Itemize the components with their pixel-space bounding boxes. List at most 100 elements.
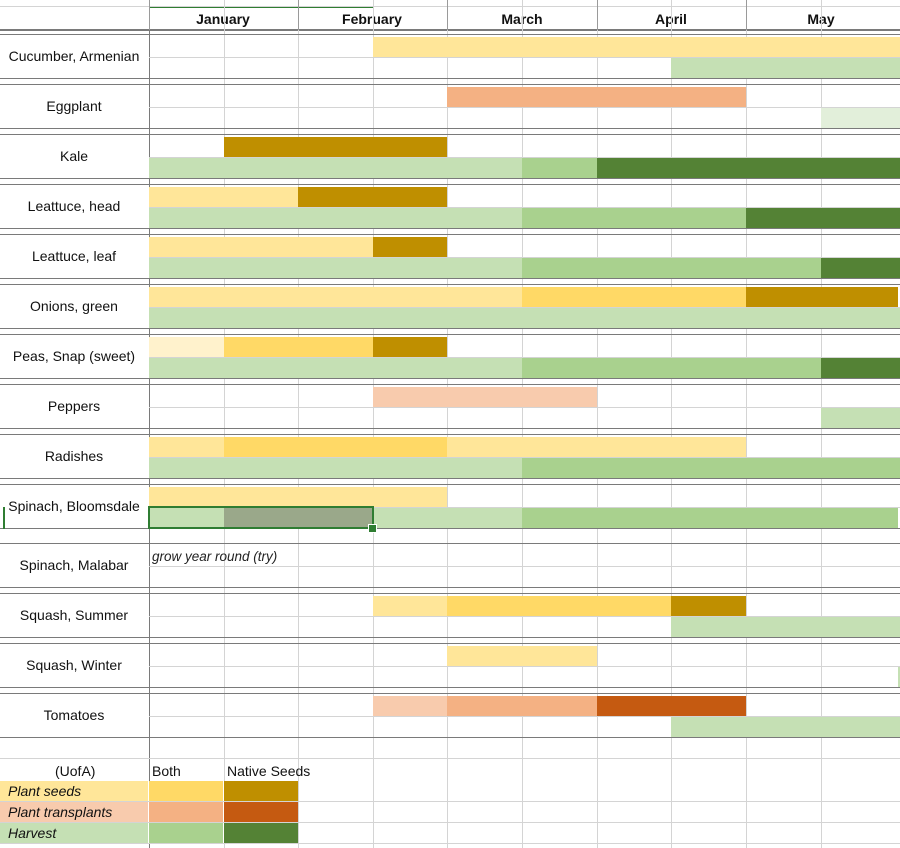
- schedule-bar-selected-fill[interactable]: [224, 508, 373, 528]
- schedule-bar-harv-both[interactable]: [522, 158, 597, 178]
- schedule-bar-harv-both[interactable]: [522, 508, 899, 528]
- legend-item-label: Plant seeds: [8, 783, 82, 799]
- schedule-bar-harv-uofa[interactable]: [671, 717, 900, 737]
- row-separator: [0, 184, 900, 185]
- crop-label[interactable]: Tomatoes: [43, 707, 105, 723]
- schedule-bar-seed-uofa[interactable]: [447, 437, 746, 457]
- schedule-bar-harv-uofa[interactable]: [149, 208, 522, 228]
- crop-label[interactable]: Cucumber, Armenian: [8, 48, 140, 64]
- row-separator: [0, 378, 900, 379]
- schedule-bar-seed-native[interactable]: [373, 237, 447, 257]
- cell-selection[interactable]: [148, 506, 374, 529]
- crop-label[interactable]: Onions, green: [30, 298, 118, 314]
- grid-line: [149, 157, 900, 158]
- schedule-bar-seed-native[interactable]: [298, 187, 447, 207]
- row-separator: [0, 687, 900, 688]
- schedule-bar-harv-uofa[interactable]: [149, 258, 522, 278]
- crop-label[interactable]: Kale: [59, 148, 89, 164]
- schedule-bar-seed-uofa[interactable]: [149, 237, 373, 257]
- schedule-bar-harv-uofa[interactable]: [821, 408, 900, 428]
- grid-line: [0, 801, 900, 802]
- row-separator: [0, 134, 900, 135]
- schedule-bar-seed-both[interactable]: [522, 287, 746, 307]
- schedule-bar-seed-native[interactable]: [746, 287, 899, 307]
- schedule-bar-seed-native[interactable]: [224, 137, 447, 157]
- crop-label[interactable]: Leattuce, leaf: [31, 248, 117, 264]
- row-separator: [0, 34, 900, 35]
- grid-line: [149, 207, 900, 208]
- schedule-bar-trans-both[interactable]: [447, 696, 597, 716]
- legend-item-label: Harvest: [8, 825, 57, 841]
- schedule-bar-harv-both[interactable]: [522, 458, 900, 478]
- schedule-bar-harv-faint[interactable]: [821, 108, 900, 128]
- crop-label[interactable]: Spinach, Bloomsdale: [8, 498, 140, 514]
- active-row-indicator: [3, 507, 5, 529]
- schedule-bar-harv-faint-yellow[interactable]: [149, 337, 224, 357]
- schedule-bar-seed-uofa[interactable]: [373, 37, 900, 57]
- row-separator: [0, 434, 900, 435]
- row-separator: [0, 478, 900, 479]
- crop-label[interactable]: Leattuce, head: [27, 198, 121, 214]
- crop-label[interactable]: Spinach, Malabar: [19, 557, 129, 573]
- schedule-bar-trans-native[interactable]: [597, 696, 746, 716]
- schedule-bar-harv-native[interactable]: [746, 208, 900, 228]
- schedule-bar-seed-uofa[interactable]: [149, 487, 447, 507]
- schedule-bar-trans-uofa[interactable]: [373, 387, 597, 407]
- schedule-bar-harv-uofa[interactable]: [149, 358, 522, 378]
- grid-line: [149, 716, 900, 717]
- schedule-bar-harv-both[interactable]: [522, 208, 746, 228]
- month-header-may: May: [761, 8, 881, 30]
- schedule-bar-seed-uofa[interactable]: [447, 646, 597, 666]
- schedule-bar-harv-native[interactable]: [821, 258, 900, 278]
- schedule-bar-harv-uofa[interactable]: [671, 58, 900, 78]
- schedule-bar-seed-both[interactable]: [447, 596, 671, 616]
- grid-line: [149, 457, 900, 458]
- crop-label[interactable]: Eggplant: [46, 98, 102, 114]
- crop-label[interactable]: Peas, Snap (sweet): [12, 348, 136, 364]
- schedule-bar-seed-uofa[interactable]: [149, 287, 522, 307]
- crop-label[interactable]: Peppers: [47, 398, 101, 414]
- legend-swatch-native: [224, 781, 298, 801]
- crop-note[interactable]: grow year round (try): [152, 549, 278, 564]
- schedule-bar-harv-uofa[interactable]: [373, 508, 522, 528]
- active-column-indicator: [149, 6, 373, 8]
- fill-handle[interactable]: [368, 524, 377, 533]
- legend-swatch-both: [149, 823, 223, 843]
- schedule-bar-harv-both[interactable]: [522, 258, 821, 278]
- schedule-bar-harv-uofa[interactable]: [149, 308, 900, 328]
- grid-line: [149, 666, 900, 667]
- grid-line: [149, 107, 900, 108]
- schedule-bar-harv-native[interactable]: [821, 358, 900, 378]
- grid-line: [149, 57, 900, 58]
- schedule-bar-harv-both[interactable]: [522, 358, 821, 378]
- schedule-bar-harv-uofa[interactable]: [149, 508, 224, 528]
- crop-label[interactable]: Radishes: [44, 448, 104, 464]
- legend-swatch-native: [224, 802, 298, 822]
- schedule-bar-seed-uofa[interactable]: [149, 437, 224, 457]
- schedule-bar-seed-both[interactable]: [224, 337, 373, 357]
- column-line: [522, 0, 523, 848]
- schedule-bar-trans-uofa[interactable]: [373, 696, 447, 716]
- row-separator: [0, 543, 900, 544]
- row-separator: [0, 737, 900, 738]
- legend-swatch-both: [149, 802, 223, 822]
- schedule-bar-seed-uofa[interactable]: [149, 187, 298, 207]
- crop-label[interactable]: Squash, Winter: [26, 657, 122, 673]
- schedule-bar-harv-uofa[interactable]: [898, 667, 900, 687]
- schedule-bar-harv-uofa[interactable]: [671, 617, 900, 637]
- legend-swatch-uofa: [0, 823, 148, 843]
- legend-native-header: Native Seeds: [227, 763, 311, 779]
- schedule-bar-harv-uofa[interactable]: [149, 458, 522, 478]
- schedule-bar-harv-native[interactable]: [597, 158, 900, 178]
- schedule-bar-seed-native[interactable]: [671, 596, 746, 616]
- schedule-bar-harv-uofa[interactable]: [149, 158, 522, 178]
- schedule-bar-seed-uofa[interactable]: [373, 596, 447, 616]
- row-separator: [0, 637, 900, 638]
- grid-line: [149, 407, 900, 408]
- crop-label[interactable]: Squash, Summer: [19, 607, 129, 623]
- schedule-bar-seed-native[interactable]: [373, 337, 447, 357]
- column-line: [373, 0, 374, 848]
- schedule-bar-seed-both[interactable]: [224, 437, 447, 457]
- schedule-bar-trans-both[interactable]: [447, 87, 746, 107]
- row-separator: [0, 593, 900, 594]
